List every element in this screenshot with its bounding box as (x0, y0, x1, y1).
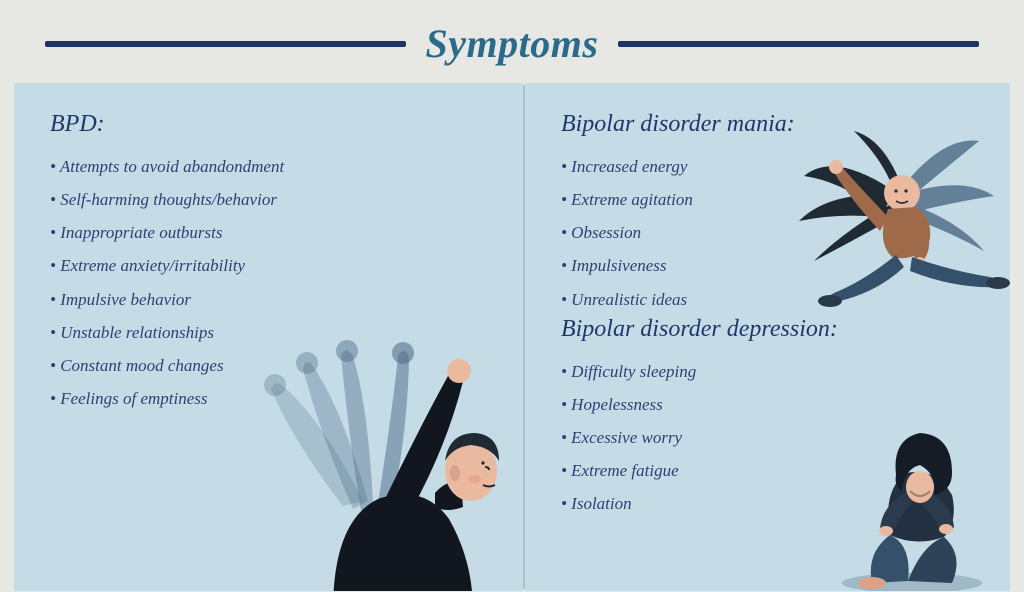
section-title-mania: Bipolar disorder mania: (561, 111, 974, 138)
list-item: Hopelessness (561, 388, 974, 421)
list-item: Feelings of emptiness (50, 382, 487, 415)
list-item: Extreme anxiety/irritability (50, 249, 487, 282)
page-title: Symptoms (426, 20, 599, 67)
content: BPD: Attempts to avoid abandondment Self… (14, 83, 1010, 591)
list-item: Unstable relationships (50, 316, 487, 349)
list-item: Unrealistic ideas (561, 283, 974, 316)
list-item: Increased energy (561, 150, 974, 183)
list-item: Extreme agitation (561, 183, 974, 216)
list-item: Excessive worry (561, 421, 974, 454)
list-item: Impulsive behavior (50, 283, 487, 316)
header: Symptoms (0, 0, 1024, 83)
section-bpd: BPD: Attempts to avoid abandondment Self… (50, 111, 487, 415)
section-title-bpd: BPD: (50, 111, 487, 138)
column-bipolar: Bipolar disorder mania: Increased energy… (525, 83, 1010, 591)
header-rule-left (45, 41, 406, 47)
header-rule-right (618, 41, 979, 47)
section-mania: Bipolar disorder mania: Increased energy… (561, 111, 974, 316)
list-item: Isolation (561, 487, 974, 520)
list-item: Impulsiveness (561, 249, 974, 282)
list-item: Extreme fatigue (561, 454, 974, 487)
list-item: Attempts to avoid abandondment (50, 150, 487, 183)
depression-list: Difficulty sleeping Hopelessness Excessi… (561, 355, 974, 521)
list-item: Obsession (561, 216, 974, 249)
list-item: Inappropriate outbursts (50, 216, 487, 249)
mania-list: Increased energy Extreme agitation Obses… (561, 150, 974, 316)
bpd-list: Attempts to avoid abandondment Self-harm… (50, 150, 487, 415)
list-item: Self-harming thoughts/behavior (50, 183, 487, 216)
column-bpd: BPD: Attempts to avoid abandondment Self… (14, 83, 523, 591)
list-item: Difficulty sleeping (561, 355, 974, 388)
list-item: Constant mood changes (50, 349, 487, 382)
section-title-depression: Bipolar disorder depression: (561, 316, 974, 343)
section-depression: Bipolar disorder depression: Difficulty … (561, 316, 974, 521)
